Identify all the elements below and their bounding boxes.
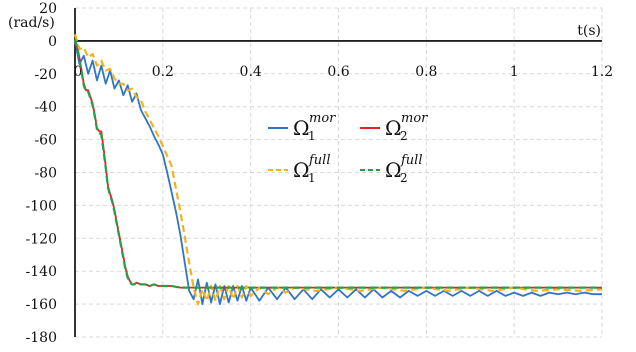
series-line-4: [73, 39, 602, 289]
legend-item-4: Ω2 full: [360, 153, 423, 185]
legend-item-3: Ω1 full: [268, 153, 331, 185]
x-tick-label: 0.4: [240, 64, 262, 80]
x-tick-label: 1: [510, 64, 519, 80]
legend-subscript: 1: [308, 129, 316, 143]
x-tick-label: 0.6: [327, 64, 349, 80]
series-line-3: [73, 33, 603, 306]
y-axis-label: (rad/s): [8, 15, 55, 31]
legend-superscript: full: [400, 153, 423, 168]
series-lines: [73, 33, 603, 306]
x-tick-label: 1.2: [591, 64, 613, 80]
y-tick-label: -20: [34, 67, 57, 83]
x-tick-label: 0: [74, 64, 83, 80]
tick-labels: 20 0 -20 -40 -60 -80 -100 -120 -140 -160 -180 0 0.2 0…: [26, 1, 614, 346]
legend-symbol: Ω: [293, 158, 310, 182]
legend-symbol: Ω: [293, 116, 310, 140]
legend-item-2: Ω2 mor: [360, 111, 428, 143]
legend-superscript: full: [308, 153, 331, 168]
x-axis-label: t(s): [577, 23, 601, 39]
y-tick-label: -120: [26, 231, 57, 247]
y-tick-label: -180: [26, 330, 57, 346]
legend-subscript: 2: [400, 129, 408, 143]
y-tick-label: 20: [39, 1, 57, 17]
legend-subscript: 1: [308, 171, 316, 185]
y-tick-label: -140: [26, 264, 57, 280]
x-tick-label: 0.2: [152, 64, 174, 80]
legend-superscript: mor: [309, 111, 336, 126]
x-tick-label: 0.8: [415, 64, 437, 80]
legend-superscript: mor: [401, 111, 428, 126]
y-tick-label: -80: [34, 166, 57, 182]
legend-symbol: Ω: [385, 158, 402, 182]
legend-symbol: Ω: [385, 116, 402, 140]
legend-subscript: 2: [400, 171, 408, 185]
axes: [74, 8, 602, 337]
y-tick-label: -40: [34, 100, 57, 116]
legend-item-1: Ω1 mor: [268, 111, 336, 143]
y-tick-label: 0: [48, 34, 57, 50]
y-tick-label: -100: [26, 198, 57, 214]
y-tick-label: -60: [34, 133, 57, 149]
y-tick-label: -160: [26, 297, 57, 313]
